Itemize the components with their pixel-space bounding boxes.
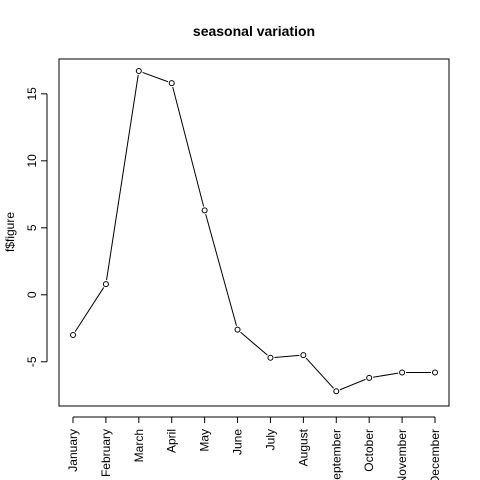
data-point: [267, 354, 274, 361]
data-point: [234, 326, 241, 333]
series-segment: [205, 214, 237, 326]
x-tick-label: October: [362, 429, 376, 472]
series-segment: [74, 287, 105, 332]
data-point: [432, 369, 438, 376]
x-tick-label: May: [198, 429, 212, 452]
data-point: [168, 80, 175, 87]
series-segment: [373, 372, 399, 378]
y-axis: -5 0 5 10 15: [25, 87, 48, 367]
series-segment: [305, 357, 334, 389]
x-tick-label: August: [296, 428, 310, 466]
data-point: [201, 207, 208, 214]
data-point: [135, 68, 142, 75]
data-series: [70, 68, 438, 395]
x-tick-label: April: [165, 429, 179, 453]
series-segment: [106, 74, 139, 281]
series-segment: [172, 86, 205, 207]
data-point: [399, 369, 406, 376]
x-tick-label: February: [99, 429, 113, 477]
y-tick-label: 10: [25, 154, 39, 168]
data-point: [333, 388, 340, 395]
data-point: [70, 331, 76, 338]
y-tick-label: 0: [25, 291, 39, 298]
x-tick-label: July: [263, 429, 277, 450]
plot-frame: [58, 58, 450, 407]
chart-title: seasonal variation: [193, 23, 315, 39]
x-tick-label: December: [428, 429, 442, 480]
x-tick-label: March: [132, 429, 146, 462]
x-tick-label: November: [395, 429, 409, 480]
data-point: [366, 374, 373, 381]
y-tick-label: 15: [25, 87, 39, 101]
x-tick-label: January: [66, 429, 80, 472]
y-tick-label: 5: [25, 224, 39, 231]
data-point: [102, 281, 109, 288]
series-segment: [274, 354, 300, 358]
x-tick-label: June: [231, 429, 245, 455]
series-segment: [142, 71, 169, 83]
y-axis-label: f$figure: [3, 212, 17, 252]
series-segment: [240, 331, 268, 356]
x-tick-label: September: [329, 429, 343, 480]
series-segment: [339, 378, 366, 391]
y-tick-label: -5: [25, 356, 39, 367]
data-point: [300, 352, 307, 359]
x-axis: January February March April May June July Augu…: [66, 416, 442, 480]
